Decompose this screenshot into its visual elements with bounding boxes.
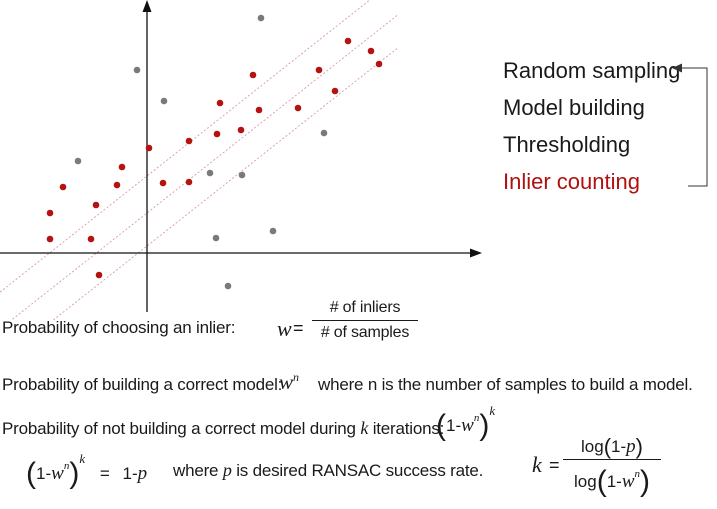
inlier-point — [145, 144, 153, 152]
inlier-point — [87, 235, 95, 243]
ransac-steps-list: Random sampling Model building Threshold… — [503, 52, 680, 200]
inlier-point — [113, 181, 121, 189]
inlier-point — [237, 126, 245, 134]
k-numerator: log(1-p) — [581, 434, 643, 459]
outlier-point — [224, 282, 232, 290]
loop-arrow — [672, 63, 708, 187]
step-thresholding: Thresholding — [503, 132, 631, 157]
equals-sign: = — [293, 318, 304, 338]
outlier-point — [238, 171, 246, 179]
data-points — [46, 14, 383, 290]
y-axis-arrowhead — [142, 0, 152, 12]
inlier-point — [95, 271, 103, 279]
outlier-point — [206, 169, 214, 177]
outlier-point — [133, 66, 141, 74]
w-power-n: wn — [279, 370, 299, 395]
n-exponent: n — [473, 412, 480, 424]
p-inlier-label: Probability of choosing an inlier: — [2, 318, 236, 337]
w-symbol: w — [277, 316, 292, 341]
w-numerator: # of inliers — [329, 299, 401, 316]
inlier-point — [46, 209, 54, 217]
w-symbol: w — [461, 415, 474, 436]
outlier-point — [257, 14, 265, 22]
success-rate-note: where p is desired RANSAC success rate. — [173, 460, 484, 480]
inlier-point — [331, 87, 339, 95]
inlier-point — [255, 106, 263, 114]
outlier-point — [320, 129, 328, 137]
inlier-point — [46, 235, 54, 243]
p-model-note: where n is the number of samples to buil… — [318, 375, 693, 394]
p-fail-label-pre: Probability of not building a correct mo… — [2, 419, 356, 438]
step-random-sampling: Random sampling — [503, 58, 681, 83]
inlier-point — [367, 47, 375, 55]
inlier-point — [118, 163, 126, 171]
w-denominator: # of samples — [320, 324, 410, 341]
k-exponent: k — [489, 403, 496, 418]
step-inlier-counting: Inlier counting — [503, 169, 640, 194]
inlier-point — [213, 130, 221, 138]
k-symbol: k — [360, 418, 369, 438]
inlier-point — [185, 137, 193, 145]
success-equation: (1-wn)k = 1-p — [26, 451, 148, 490]
outlier-point — [269, 227, 277, 235]
outlier-point — [74, 157, 82, 165]
w-symbol: w — [279, 370, 294, 394]
one-minus: 1- — [446, 416, 462, 435]
model-line — [10, 15, 398, 320]
outlier-point — [212, 234, 220, 242]
outlier-point — [160, 97, 168, 105]
fraction-bar — [312, 320, 418, 321]
inlier-point — [216, 99, 224, 107]
inlier-point — [92, 201, 100, 209]
fail-expression: (1-wn)k — [436, 403, 496, 442]
x-axis-arrowhead — [470, 248, 482, 258]
k-fraction: log(1-p) log(1-wn) — [563, 432, 661, 498]
inlier-point — [59, 183, 67, 191]
k-lhs: k — [532, 452, 542, 477]
inlier-point — [185, 178, 193, 186]
threshold-line-upper — [0, 0, 371, 293]
ransac-scatter-plot — [0, 0, 482, 320]
p-model-label: Probability of building a correct model: — [2, 375, 283, 394]
w-fraction: # of inliers # of samples — [312, 299, 418, 342]
inlier-point — [294, 104, 302, 112]
inlier-band — [0, 0, 398, 320]
step-model-building: Model building — [503, 95, 645, 120]
inlier-point — [315, 66, 323, 74]
threshold-line-lower — [52, 48, 398, 320]
inlier-point — [375, 60, 383, 68]
n-exponent: n — [293, 370, 300, 384]
fraction-bar — [563, 459, 661, 460]
inlier-point — [249, 71, 257, 79]
p-fail-label: Probability of not building a correct mo… — [2, 418, 444, 439]
k-denominator: log(1-wn) — [574, 465, 650, 498]
k-equals: = — [549, 455, 560, 475]
p-fail-label-post: iterations: — [372, 419, 445, 438]
inlier-point — [344, 37, 352, 45]
inlier-point — [159, 179, 167, 187]
